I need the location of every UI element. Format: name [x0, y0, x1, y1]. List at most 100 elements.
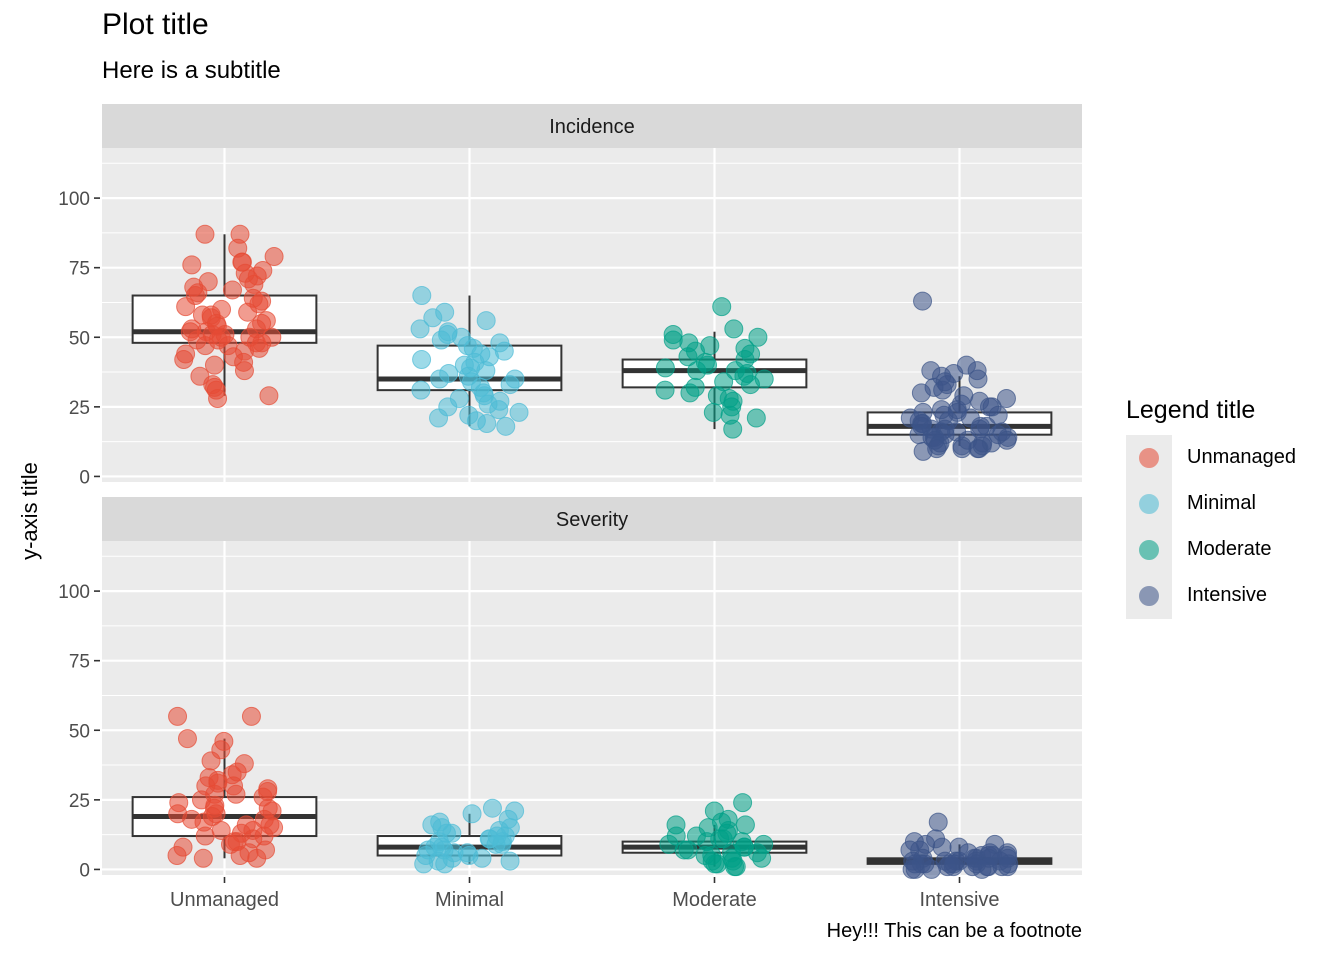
legend-dot	[1139, 494, 1159, 514]
data-point	[735, 815, 755, 835]
data-point	[226, 784, 246, 804]
data-point	[431, 330, 451, 350]
data-point	[204, 355, 224, 375]
data-point	[174, 350, 194, 370]
y-tick-label: 25	[69, 398, 90, 419]
data-point	[687, 361, 707, 381]
facet-strip	[102, 497, 1082, 541]
data-point	[655, 380, 675, 400]
data-point	[414, 854, 434, 874]
data-point	[195, 336, 215, 356]
data-point	[486, 834, 506, 854]
data-point	[435, 854, 455, 874]
legend-title: Legend title	[1126, 396, 1256, 424]
legend-dot	[1139, 448, 1159, 468]
data-point	[496, 416, 516, 436]
legend: Legend title Unmanaged Minimal Moderate Int…	[1126, 396, 1296, 619]
data-point	[705, 854, 725, 874]
data-point	[724, 319, 744, 339]
data-point	[222, 280, 242, 300]
data-point	[678, 347, 698, 367]
data-point	[476, 311, 496, 331]
data-point	[911, 383, 931, 403]
data-point	[996, 389, 1016, 408]
data-point	[410, 319, 430, 339]
x-tick-label: Moderate	[672, 889, 757, 911]
legend-label: Unmanaged	[1187, 446, 1296, 468]
facet-strip	[102, 104, 1082, 148]
plot-subtitle: Here is a subtitle	[102, 57, 281, 84]
data-point	[723, 419, 743, 439]
data-point	[259, 386, 279, 406]
data-point	[168, 706, 188, 726]
points-minimal	[410, 286, 529, 436]
data-point	[230, 846, 250, 866]
data-point	[201, 751, 221, 771]
footnote-caption: Hey!!! This can be a footnote	[826, 920, 1082, 942]
data-point	[412, 350, 432, 370]
data-point	[167, 846, 187, 866]
legend-item-moderate: Moderate	[1126, 527, 1272, 573]
data-point	[195, 826, 215, 846]
data-point	[489, 400, 509, 420]
legend-label: Intensive	[1187, 584, 1268, 606]
data-point	[740, 375, 760, 395]
data-point	[752, 848, 772, 868]
legend-item-intensive: Intensive	[1126, 573, 1267, 619]
data-point	[913, 291, 933, 311]
data-point	[462, 804, 482, 824]
data-point	[430, 369, 450, 389]
y-tick-label: 75	[69, 652, 90, 673]
data-point	[733, 793, 753, 813]
data-point	[712, 297, 732, 317]
data-point	[423, 308, 443, 328]
data-point	[429, 408, 449, 428]
data-point	[972, 859, 992, 879]
y-tick-label: 25	[69, 791, 90, 812]
data-point	[902, 859, 922, 879]
legend-dot	[1139, 540, 1159, 560]
data-point	[913, 441, 933, 461]
data-point	[182, 255, 202, 275]
data-point	[177, 729, 197, 749]
legend-item-unmanaged: Unmanaged	[1126, 435, 1296, 481]
data-point	[997, 430, 1017, 450]
points-intensive	[900, 291, 1018, 461]
data-point	[998, 857, 1018, 877]
points-unmanaged	[167, 706, 284, 868]
y-tick-label: 50	[69, 328, 90, 349]
data-point	[746, 408, 766, 428]
facet-strip-label: Severity	[556, 509, 628, 531]
data-point	[937, 857, 957, 877]
data-point	[247, 848, 267, 868]
data-point	[500, 375, 520, 395]
y-tick-label: 100	[58, 582, 90, 603]
legend-label: Minimal	[1187, 492, 1256, 514]
data-point	[655, 358, 675, 378]
data-point	[968, 369, 988, 389]
data-point	[411, 380, 431, 400]
legend-key	[1126, 435, 1172, 481]
data-point	[234, 361, 254, 381]
y-tick-label: 75	[69, 259, 90, 280]
data-point	[674, 840, 694, 860]
data-point	[208, 389, 228, 408]
data-point	[195, 224, 215, 244]
data-point	[238, 302, 258, 322]
data-point	[933, 380, 953, 400]
legend-items: Unmanaged Minimal Moderate Intensive	[1126, 435, 1296, 619]
x-tick-label: Unmanaged	[170, 889, 279, 911]
y-tick-label: 0	[79, 467, 90, 488]
data-point	[482, 798, 502, 818]
data-point	[748, 327, 768, 347]
y-tick-label: 0	[79, 860, 90, 881]
x-tick-label: Intensive	[919, 889, 999, 911]
data-point	[264, 247, 284, 267]
legend-key	[1126, 527, 1172, 573]
x-tick-label: Minimal	[435, 889, 504, 911]
data-point	[477, 414, 497, 434]
data-point	[412, 286, 432, 306]
data-point	[241, 706, 261, 726]
data-point	[703, 402, 723, 422]
data-point	[726, 857, 746, 877]
